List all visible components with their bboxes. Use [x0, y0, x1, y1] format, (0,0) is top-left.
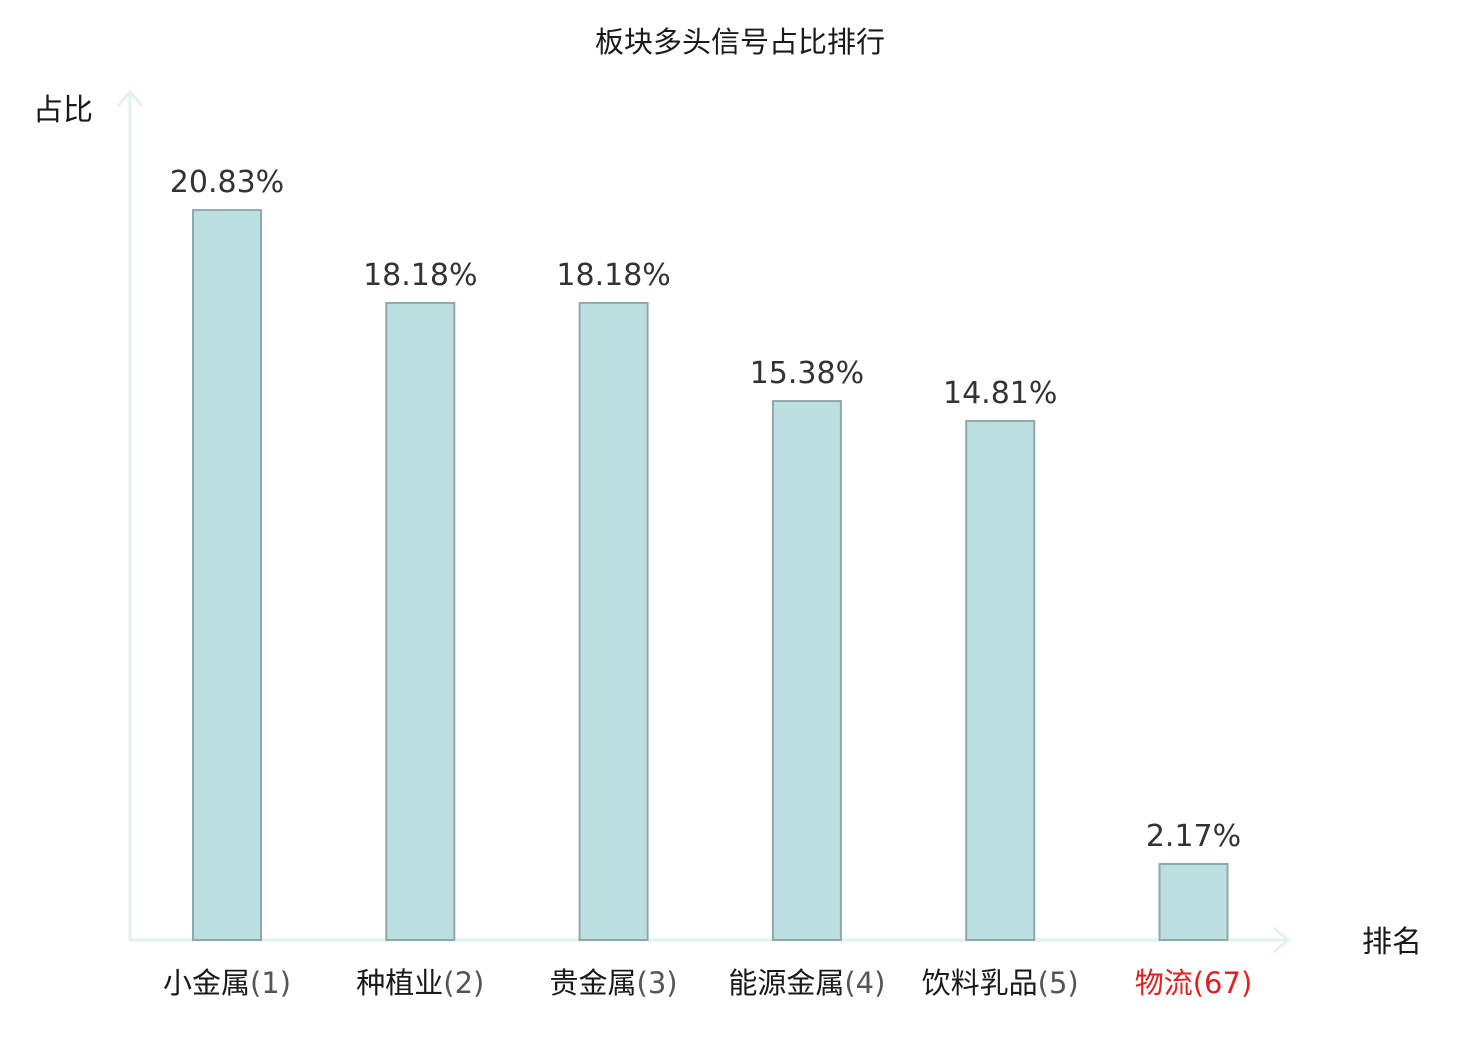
- value-label-0: 20.83%: [170, 165, 284, 200]
- category-rank-0: (1): [250, 966, 291, 1000]
- category-rank-1: (2): [443, 966, 484, 1000]
- value-label-3: 15.38%: [750, 356, 864, 391]
- category-rank-4: (5): [1038, 966, 1079, 1000]
- bars: [192, 209, 1229, 942]
- category-name-3: 能源金属: [728, 966, 844, 1000]
- bar-2: [578, 301, 649, 942]
- axes: [116, 89, 1291, 954]
- category-name-5: 物流: [1135, 966, 1193, 1000]
- category-label-0: 小金属(1): [163, 966, 291, 1000]
- y-axis-label: 占比: [33, 93, 93, 128]
- bar-5: [1158, 862, 1229, 941]
- chart-title: 板块多头信号占比排行: [595, 25, 885, 59]
- category-rank-3: (4): [844, 966, 885, 1000]
- value-label-4: 14.81%: [943, 376, 1057, 411]
- value-label-1: 18.18%: [363, 258, 477, 293]
- x-axis-arrow-icon: [1273, 926, 1291, 954]
- value-label-2: 18.18%: [556, 258, 670, 293]
- category-label-3: 能源金属(4): [728, 966, 885, 1000]
- category-label-5: 物流(67): [1135, 966, 1253, 1000]
- category-name-0: 小金属: [163, 966, 250, 1000]
- category-rank-2: (3): [637, 966, 678, 1000]
- category-label-2: 贵金属(3): [550, 966, 678, 1000]
- category-label-1: 种植业(2): [356, 966, 484, 1000]
- bar-4: [965, 420, 1036, 941]
- x-axis-label: 排名: [1362, 925, 1422, 960]
- category-labels: 小金属(1) 种植业(2) 贵金属(3) 能源金属(4) 饮料乳品(5) 物流(67): [163, 966, 1252, 1000]
- category-name-4: 饮料乳品: [922, 966, 1038, 1000]
- value-label-5: 2.17%: [1146, 819, 1241, 854]
- y-axis-arrow-icon: [116, 89, 144, 107]
- category-label-4: 饮料乳品(5): [922, 966, 1079, 1000]
- bar-3: [771, 400, 842, 941]
- category-name-1: 种植业: [356, 966, 443, 1000]
- bar-1: [385, 301, 456, 942]
- category-name-2: 贵金属: [550, 966, 637, 1000]
- value-labels: 20.83% 18.18% 18.18% 15.38% 14.81% 2.17%: [170, 165, 1241, 854]
- category-rank-5: (67): [1193, 966, 1253, 1000]
- bar-0: [192, 209, 262, 942]
